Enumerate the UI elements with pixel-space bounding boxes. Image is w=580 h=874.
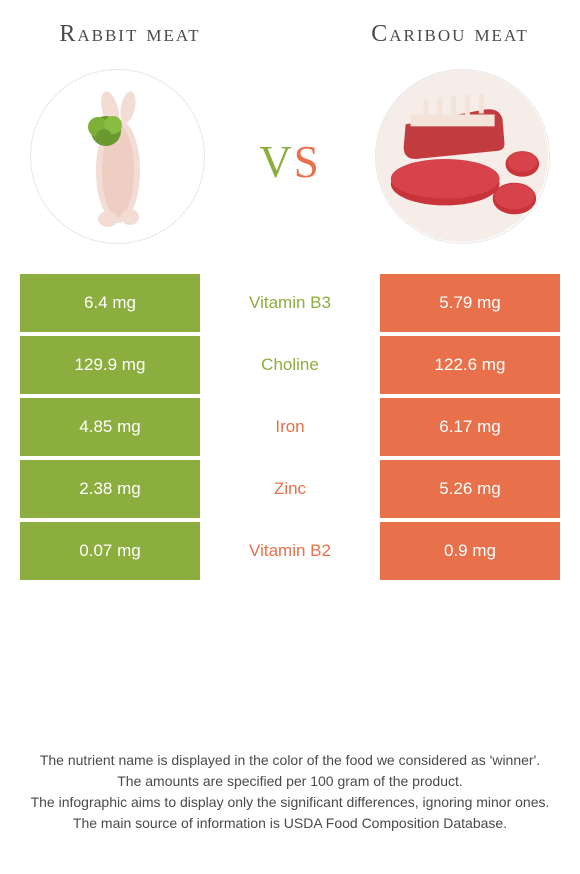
footer-notes: The nutrient name is displayed in the co… xyxy=(0,750,580,834)
left-value: 4.85 mg xyxy=(20,398,200,456)
nutrient-name: Choline xyxy=(200,336,380,394)
footer-line: The infographic aims to display only the… xyxy=(10,792,570,813)
vs-label: vs xyxy=(259,119,321,193)
footer-line: The main source of information is USDA F… xyxy=(10,813,570,834)
left-value: 2.38 mg xyxy=(20,460,200,518)
right-value: 5.79 mg xyxy=(380,274,560,332)
nutrient-table: 6.4 mg Vitamin B3 5.79 mg 129.9 mg Choli… xyxy=(0,274,580,580)
right-value: 6.17 mg xyxy=(380,398,560,456)
table-row: 2.38 mg Zinc 5.26 mg xyxy=(20,460,560,518)
table-row: 0.07 mg Vitamin B2 0.9 mg xyxy=(20,522,560,580)
rabbit-image xyxy=(30,69,205,244)
table-row: 4.85 mg Iron 6.17 mg xyxy=(20,398,560,456)
nutrient-name: Vitamin B3 xyxy=(200,274,380,332)
nutrient-name: Vitamin B2 xyxy=(200,522,380,580)
nutrient-name: Iron xyxy=(200,398,380,456)
caribou-meat-icon xyxy=(376,69,549,244)
left-value: 0.07 mg xyxy=(20,522,200,580)
vs-v: v xyxy=(259,120,294,191)
right-value: 0.9 mg xyxy=(380,522,560,580)
vs-s: s xyxy=(294,120,321,191)
footer-line: The amounts are specified per 100 gram o… xyxy=(10,771,570,792)
caribou-image xyxy=(375,69,550,244)
table-row: 6.4 mg Vitamin B3 5.79 mg xyxy=(20,274,560,332)
nutrient-name: Zinc xyxy=(200,460,380,518)
right-value: 5.26 mg xyxy=(380,460,560,518)
title-left: Rabbit meat xyxy=(30,20,230,49)
footer-line: The nutrient name is displayed in the co… xyxy=(10,750,570,771)
left-value: 129.9 mg xyxy=(20,336,200,394)
right-value: 122.6 mg xyxy=(380,336,560,394)
left-value: 6.4 mg xyxy=(20,274,200,332)
rabbit-meat-icon xyxy=(58,81,178,231)
title-right: Caribou meat xyxy=(350,20,550,49)
table-row: 129.9 mg Choline 122.6 mg xyxy=(20,336,560,394)
